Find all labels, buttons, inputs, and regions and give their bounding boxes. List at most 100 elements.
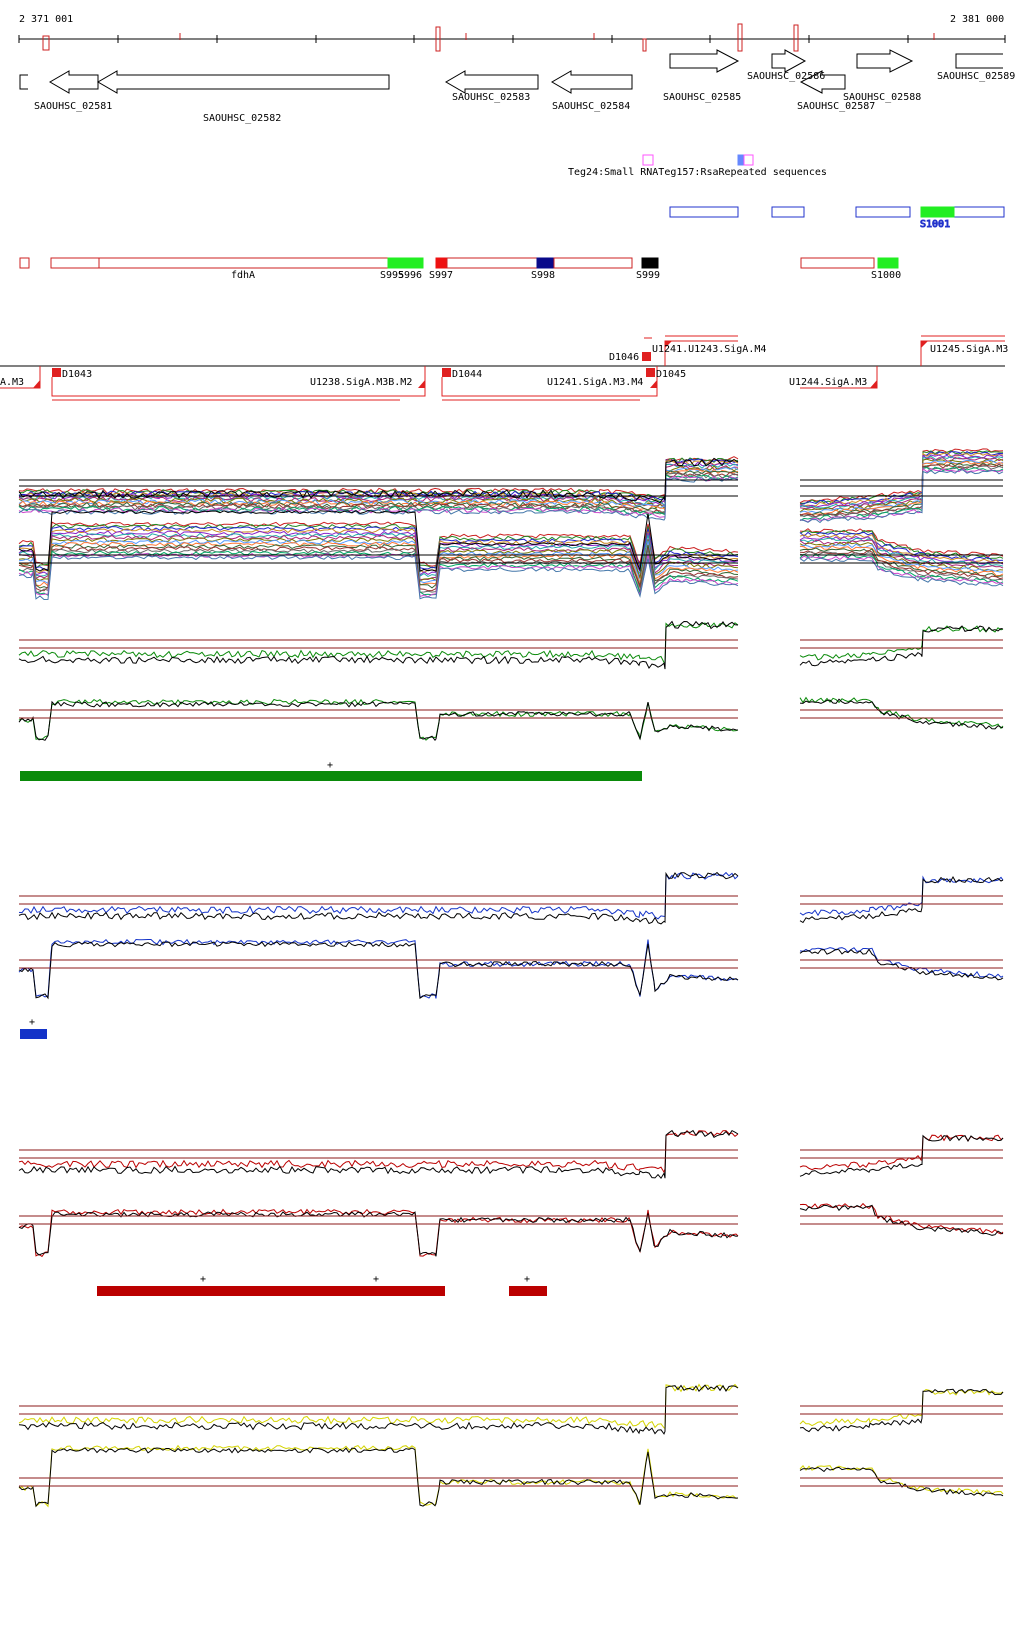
expression-trace: [18, 1444, 739, 1508]
gene-arrow-02587[interactable]: [799, 70, 846, 94]
expression-trace: [799, 450, 1004, 504]
expression-trace: [799, 1204, 1004, 1236]
segment-s999[interactable]: [641, 257, 659, 269]
expression-trace: [18, 1384, 739, 1435]
blue-condition-marker: +: [29, 1017, 35, 1028]
expression-trace: [18, 475, 739, 519]
expression-trace: [18, 622, 739, 664]
segment-label-s1000: S1000: [871, 270, 901, 281]
small-rna-box-2[interactable]: [743, 154, 754, 166]
blue-segment[interactable]: [855, 206, 911, 218]
expression-trace: [18, 476, 739, 521]
expression-trace: [18, 1130, 739, 1174]
ruler-gap-marks: [42, 23, 935, 52]
segment-open[interactable]: [800, 257, 875, 269]
repeated-seq-box[interactable]: [737, 154, 744, 166]
green-segment-s1001[interactable]: [920, 206, 955, 218]
red-condition-marker-3: +: [524, 1274, 530, 1285]
expression-trace: [799, 549, 1004, 580]
segment-small[interactable]: [19, 257, 30, 269]
expression-trace: [799, 1134, 1004, 1177]
tu-line-1241: [441, 366, 658, 397]
gene-arrow-02588[interactable]: [856, 49, 914, 73]
segment-label-s998: S998: [531, 270, 555, 281]
expression-trace: [18, 552, 739, 598]
tu-flag: [921, 341, 928, 348]
segment-track: [19, 257, 899, 269]
expression-trace: [18, 1383, 739, 1430]
gene-label-02582: SAOUHSC_02582: [203, 113, 281, 124]
expression-trace: [799, 1134, 1004, 1171]
gene-label-02583: SAOUHSC_02583: [452, 92, 530, 103]
gene-box-02589[interactable]: [955, 53, 1003, 69]
expression-trace: [799, 547, 1004, 578]
gene-label-02588: SAOUHSC_02588: [843, 92, 921, 103]
expression-trace: [799, 1466, 1004, 1497]
transcription-unit-track: A.M3 D1043 U1238.SigA.M3B.M2 D1044 U1241…: [0, 335, 1008, 401]
blue-segment[interactable]: [953, 206, 1005, 218]
segment-s998-body[interactable]: [553, 257, 633, 269]
blue-condition-bar[interactable]: [20, 1029, 47, 1039]
expression-trace: [799, 462, 1004, 518]
gene-label-02584: SAOUHSC_02584: [552, 101, 630, 112]
tu-marker-d1045[interactable]: [646, 368, 655, 377]
segment-s997[interactable]: [435, 257, 448, 269]
gene-arrow-02583[interactable]: [445, 70, 539, 94]
gene-label-02587: SAOUHSC_02587: [797, 101, 875, 112]
expression-trace: [799, 875, 1004, 924]
segment-s997-body[interactable]: [446, 257, 538, 269]
red-condition-bar-1[interactable]: [97, 1286, 445, 1296]
gene-arrow-02586[interactable]: [771, 49, 807, 73]
expression-trace: [799, 1202, 1004, 1235]
expression-trace: [18, 471, 739, 515]
tu-flag: [418, 380, 425, 388]
expression-trace: [18, 464, 739, 507]
expression-trace: [18, 537, 739, 582]
segment-s995[interactable]: [387, 257, 424, 269]
blue-segment-track: S1001: [669, 206, 1005, 231]
expression-trace: [799, 625, 1004, 667]
expression-trace: [18, 546, 739, 592]
segment-fdha-b[interactable]: [98, 257, 389, 269]
tu-label-left: A.M3: [0, 377, 24, 388]
gene-arrow-partial[interactable]: [19, 74, 28, 90]
tu-marker-d1044[interactable]: [442, 368, 451, 377]
small-rna-box[interactable]: [642, 154, 654, 166]
expression-trace: [18, 871, 739, 920]
tu-marker-d1046[interactable]: [642, 352, 651, 361]
ruler-ticks: [18, 35, 1006, 43]
segment-s998[interactable]: [536, 257, 555, 269]
gene-label-02581: SAOUHSC_02581: [34, 101, 112, 112]
segment-fdha-a[interactable]: [50, 257, 100, 269]
segment-label-fdha: fdhA: [231, 270, 255, 281]
gene-arrow-02582[interactable]: [97, 70, 390, 94]
gene-arrow-02581[interactable]: [49, 70, 99, 94]
expression-trace: [799, 469, 1004, 524]
expression-trace: [799, 539, 1004, 569]
expression-trace: [18, 871, 739, 925]
condition-bars: + + + + +: [20, 760, 642, 1296]
gene-arrow-02584[interactable]: [551, 70, 633, 94]
tu-flag: [870, 380, 877, 388]
expression-trace: [18, 521, 739, 567]
expression-panel-all-conditions: [18, 448, 1004, 601]
tu-label-1244: U1244.SigA.M3: [789, 377, 867, 388]
tu-flag: [33, 380, 40, 388]
expression-panel-red: [18, 1129, 1004, 1258]
expression-trace: [18, 620, 739, 670]
blue-segment[interactable]: [771, 206, 805, 218]
tu-label-1241: U1241.SigA.M3.M4: [547, 377, 643, 388]
expression-trace: [18, 700, 739, 742]
segment-s1000[interactable]: [877, 257, 899, 269]
expression-trace: [18, 539, 739, 585]
blue-segment[interactable]: [669, 206, 739, 218]
gene-arrow-02585[interactable]: [669, 49, 740, 73]
expression-trace: [18, 1129, 739, 1180]
gene-label-02589: SAOUHSC_02589: [937, 71, 1015, 82]
green-condition-bar[interactable]: [20, 771, 642, 781]
tu-marker-d1043[interactable]: [52, 368, 61, 377]
expression-trace: [799, 460, 1004, 516]
red-condition-bar-2[interactable]: [509, 1286, 547, 1296]
gene-label-02586: SAOUHSC_02586: [747, 71, 825, 82]
segment-label-s1001: S1001: [920, 219, 950, 230]
